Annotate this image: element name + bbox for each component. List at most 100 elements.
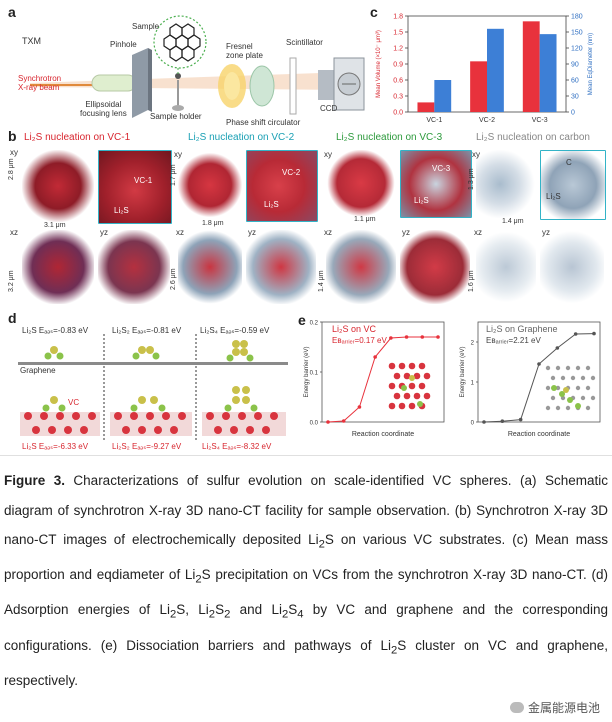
phase-shift-label: Phase shift circulator <box>226 118 300 127</box>
c-atom <box>546 366 550 370</box>
sample-label: Sample <box>132 22 159 31</box>
y2-tick-label: 180 <box>571 14 583 21</box>
y-tick-label: 0 <box>471 421 475 427</box>
vc-li2s2-energy: Li₂S₂ Eₐₔₛ=-9.27 eV <box>112 442 181 451</box>
data-point <box>342 419 346 423</box>
y2-axis-label: Mean EqDiameter (nm) <box>588 33 594 95</box>
vc-atom <box>409 363 416 370</box>
li-atom <box>567 397 573 403</box>
y-tick-label: 0.9 <box>393 62 403 69</box>
data-point <box>501 419 505 423</box>
vc-atom <box>404 393 411 400</box>
c-atom <box>581 376 585 380</box>
c-atom <box>591 376 595 380</box>
vc2-yz-image <box>246 230 316 304</box>
vc2-callout: VC-2 <box>282 168 300 177</box>
carbon-xz-tag: xz <box>474 228 482 237</box>
c-atom <box>546 386 550 390</box>
title-vc2: Li₂S nucleation on VC-2 <box>188 132 294 143</box>
y-tick-label: 0.1 <box>310 371 319 377</box>
c-atom <box>551 396 555 400</box>
caption-figure-label: Figure 3. <box>4 473 65 488</box>
vc-atom <box>399 363 406 370</box>
bar-mean-eqdiameter <box>487 29 504 112</box>
vc2-scale-a: 1.7 μm <box>170 164 177 186</box>
pinhole-label: Pinhole <box>110 40 137 49</box>
y-tick-label: 1.5 <box>393 30 403 37</box>
vc-atom <box>424 373 431 380</box>
vc-atom <box>419 363 426 370</box>
bar-mean-volume <box>470 61 487 112</box>
panel-c-bar-chart: 0.0 0.3 0.6 0.9 1.2 1.5 1.8 0 30 60 90 120 150 180 VC-… <box>372 8 598 140</box>
c-atom <box>551 376 555 380</box>
carbon-yz-tag: yz <box>542 228 550 237</box>
data-point <box>389 336 393 340</box>
caption-text: S <box>288 602 297 617</box>
y2-tick-label: 150 <box>571 30 583 37</box>
vc1-zoom-image <box>98 150 172 224</box>
s-atom <box>409 375 415 381</box>
x-axis-label: Reaction coordinate <box>352 431 414 438</box>
vc1-xz-tag: xz <box>10 228 18 237</box>
vc1-scale-a: 2.8 μm <box>8 158 15 180</box>
data-point <box>405 335 409 339</box>
vc3-xy-image <box>326 150 396 216</box>
y-tick-label: 1.8 <box>393 14 403 21</box>
title-carbon: Li₂S nucleation on carbon <box>476 132 590 143</box>
c-atom <box>576 386 580 390</box>
caption-text: S, Li <box>176 602 209 617</box>
vc3-scale-b: 1.4 μm <box>318 270 325 292</box>
vc-atom <box>419 383 426 390</box>
vc3-xy-tag: xy <box>324 150 332 159</box>
figure-3: a TXM <box>0 0 612 452</box>
data-point <box>482 420 486 424</box>
panel-d-label: d <box>8 310 17 326</box>
graphene-label: Graphene <box>20 366 56 375</box>
carbon-scale-a: 1.3 μm <box>468 168 475 190</box>
y2-tick-label: 0 <box>571 110 575 117</box>
li-atom <box>401 385 407 391</box>
c-atom <box>586 386 590 390</box>
graphene-barrier-value: Eʙₐᵣᵣᵢₑᵣ=2.21 eV <box>486 336 541 345</box>
wechat-icon <box>510 702 524 713</box>
vc2-scale-b: 1.8 μm <box>202 220 224 227</box>
y2-tick-label: 90 <box>571 62 579 69</box>
vc3-yz-image <box>400 230 470 304</box>
c-atom <box>566 406 570 410</box>
x-tick-label: VC-1 <box>426 117 442 124</box>
vc3-xz-tag: xz <box>324 228 332 237</box>
vc3-zoom-image <box>400 150 472 218</box>
watermark-text: 金属能源电池 <box>528 699 600 716</box>
data-point <box>326 420 330 424</box>
s-atom <box>563 387 569 393</box>
vc-label: VC <box>68 398 79 407</box>
vc-li2s4-energy: Li₂S₄ Eₐₔₛ=-8.32 eV <box>202 442 271 451</box>
vc-atom <box>414 393 421 400</box>
vc-atom <box>389 383 396 390</box>
data-point <box>436 335 440 339</box>
vc2-li2s-callout: Li₂S <box>264 200 279 209</box>
carbon-scale-c: 1.6 μm <box>468 270 475 292</box>
carbon-yz-image <box>540 230 604 304</box>
vc-barrier-value: Eʙₐᵣᵣᵢₑᵣ=0.17 eV <box>332 336 387 345</box>
c-atom <box>561 376 565 380</box>
data-point <box>519 418 523 422</box>
title-vc1: Li₂S nucleation on VC-1 <box>24 132 130 143</box>
vc1-scale-b: 3.1 μm <box>44 222 66 229</box>
vc1-callout: VC-1 <box>134 176 152 185</box>
vc-atom <box>409 383 416 390</box>
c-atom <box>556 366 560 370</box>
ccd-label: CCD <box>320 104 337 113</box>
y-tick-label: 1 <box>471 381 475 387</box>
caption-divider <box>0 455 612 456</box>
vc3-yz-tag: yz <box>402 228 410 237</box>
structure-inset <box>389 363 431 410</box>
c-atom <box>586 406 590 410</box>
li-atom <box>417 401 423 407</box>
c-atom <box>546 406 550 410</box>
li-atom <box>551 385 557 391</box>
carbon-c-callout: C <box>566 158 572 167</box>
y-tick-label: 0.0 <box>310 421 319 427</box>
vc2-xz-image <box>178 230 242 304</box>
y-tick-label: 2 <box>471 341 475 347</box>
